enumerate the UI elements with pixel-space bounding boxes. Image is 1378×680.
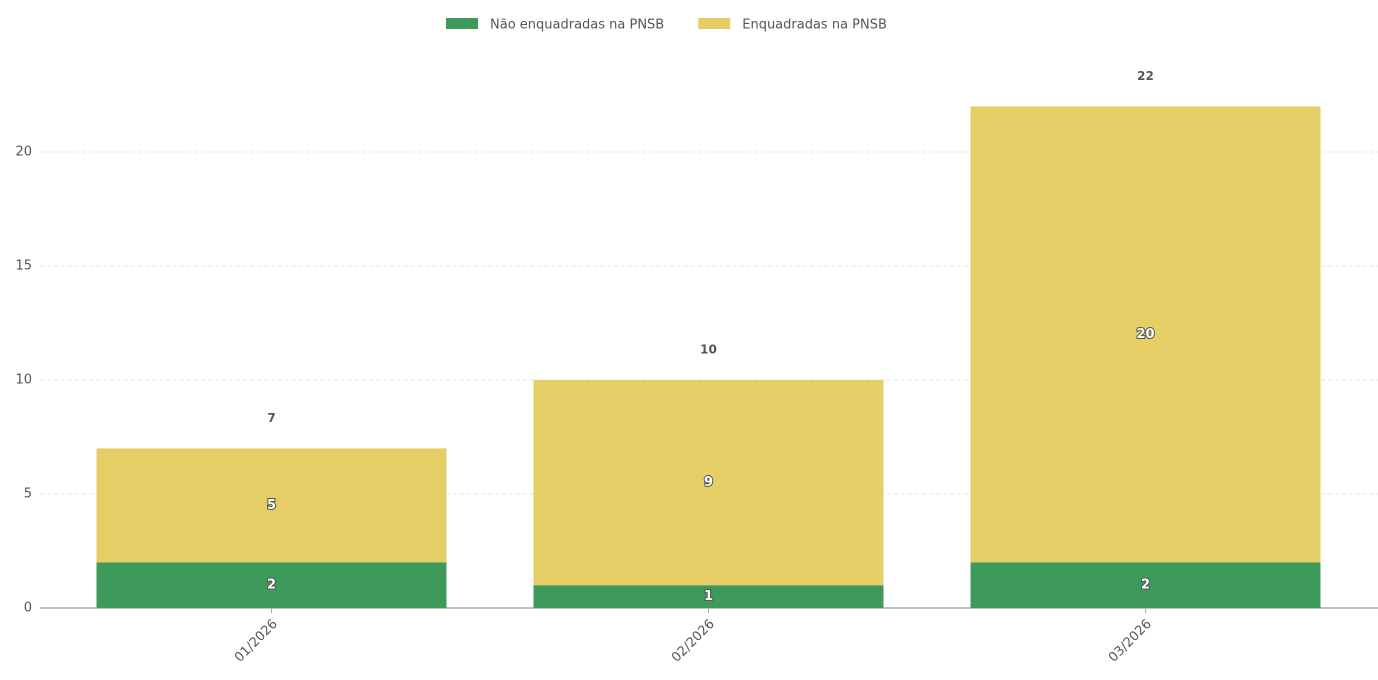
legend-label: Não enquadradas na PNSB bbox=[490, 18, 664, 33]
bar-segment bbox=[96, 448, 447, 563]
x-tick-label: 02/2026 bbox=[669, 617, 718, 666]
bar-segment bbox=[970, 562, 1321, 608]
legend-label: Enquadradas na PNSB bbox=[742, 18, 887, 33]
x-tick-label: 03/2026 bbox=[1106, 617, 1155, 666]
y-tick-label: 15 bbox=[15, 259, 32, 274]
x-tick-label: 01/2026 bbox=[232, 617, 281, 666]
segment-label: 1 bbox=[704, 589, 713, 604]
total-label: 7 bbox=[267, 411, 275, 425]
legend-swatch bbox=[698, 18, 731, 29]
segment-label: 20 bbox=[1136, 327, 1154, 342]
segment-label: 2 bbox=[267, 578, 276, 593]
bar-segment bbox=[96, 562, 447, 608]
segment-label: 9 bbox=[704, 475, 713, 490]
total-label: 10 bbox=[700, 343, 717, 357]
total-label: 22 bbox=[1137, 69, 1154, 83]
legend-swatch bbox=[446, 18, 478, 29]
y-tick-label: 0 bbox=[24, 601, 32, 616]
segment-label: 5 bbox=[267, 498, 276, 513]
y-tick-label: 10 bbox=[15, 373, 32, 388]
bar-segment bbox=[970, 106, 1321, 563]
bar-segment bbox=[533, 380, 884, 586]
y-tick-label: 5 bbox=[24, 487, 32, 502]
segment-label: 2 bbox=[1141, 578, 1150, 593]
y-tick-label: 20 bbox=[15, 145, 32, 160]
bar-segment bbox=[533, 585, 884, 608]
